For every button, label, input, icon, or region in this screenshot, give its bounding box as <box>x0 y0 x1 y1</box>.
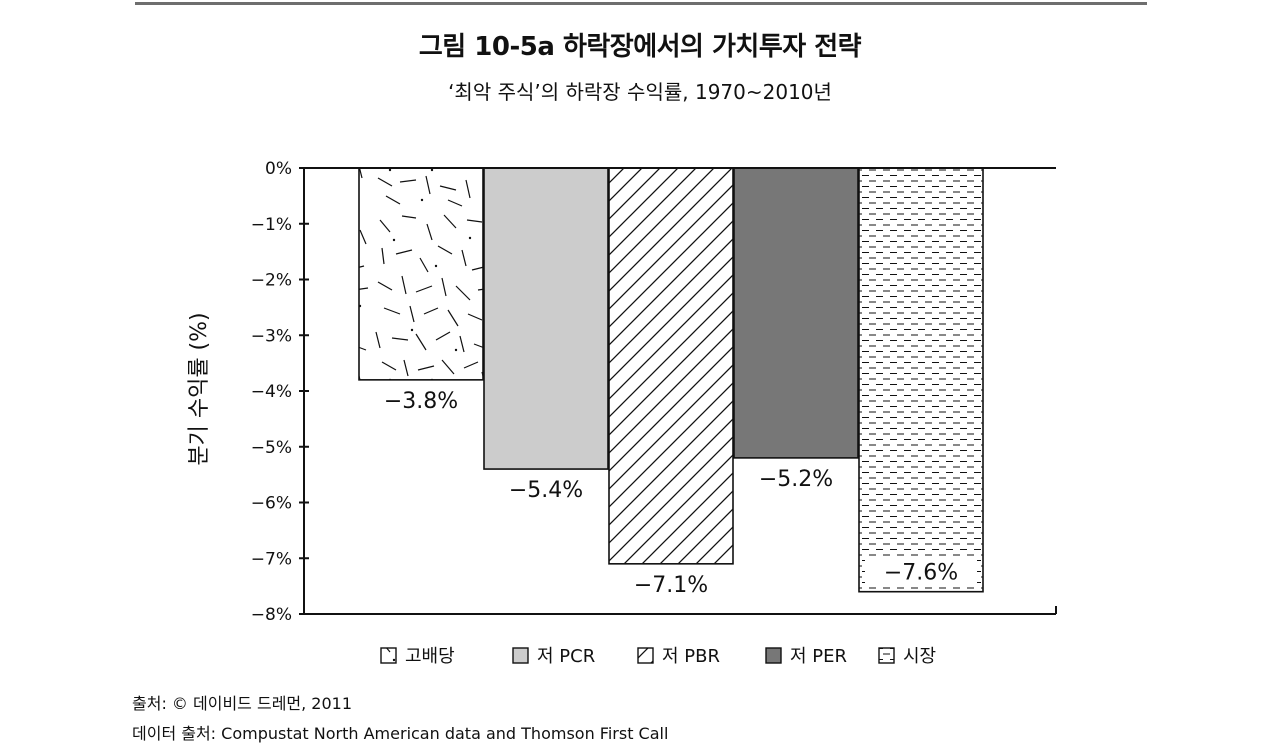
y-tick-label: −6% <box>251 494 292 514</box>
bars-group <box>358 167 984 593</box>
bar-3 <box>608 167 734 565</box>
y-tick-label: −1% <box>251 215 292 235</box>
y-tick-label: −3% <box>251 326 292 346</box>
data-label-1: −3.8% <box>384 389 458 414</box>
legend-swatch-4 <box>765 647 782 664</box>
legend-label-5: 시장 <box>903 646 936 667</box>
data-labels-group: −3.8% −5.4% −7.1% −5.2% −7.6% <box>384 389 977 598</box>
bar-5 <box>858 167 984 593</box>
y-axis-label: 분기 수익률 (%) <box>187 312 212 465</box>
y-tick-label: −4% <box>251 382 292 402</box>
source-credit: 출처: © 데이비드 드레먼, 2011 <box>132 694 353 713</box>
y-tick-label: 0% <box>265 159 292 179</box>
legend-swatch-5 <box>878 647 895 664</box>
figure-title: 그림 10-5a 하락장에서의 가치투자 전략 <box>418 32 862 62</box>
y-tick-label: −8% <box>251 605 292 625</box>
data-label-5: −7.6% <box>884 561 958 586</box>
data-label-2: −5.4% <box>509 478 583 503</box>
legend-swatch-1 <box>380 647 397 664</box>
bar-1 <box>358 167 484 381</box>
legend-label-1: 고배당 <box>405 646 455 667</box>
legend-label-2: 저 PCR <box>537 646 595 667</box>
legend-swatch-2 <box>512 647 529 664</box>
data-source-credit: 데이터 출처: Compustat North American data an… <box>132 724 669 743</box>
data-label-backdrop <box>865 557 977 586</box>
data-label-4: −5.2% <box>759 467 833 492</box>
legend-swatch-3 <box>637 647 654 664</box>
bar-4 <box>733 167 859 459</box>
data-label-3: −7.1% <box>634 573 708 598</box>
top-rule <box>135 2 1147 5</box>
y-tick-label: −5% <box>251 438 292 458</box>
y-ticks-group: 0% −1% −2% −3% −4% −5% −6% −7% −8% <box>251 159 1057 625</box>
figure-subtitle: ‘최악 주식’의 하락장 수익률, 1970~2010년 <box>448 80 832 104</box>
legend-label-4: 저 PER <box>790 646 847 667</box>
legend-label-3: 저 PBR <box>662 646 720 667</box>
y-tick-label: −2% <box>251 271 292 291</box>
legend: 고배당 저 PCR 저 PBR 저 PER 시장 <box>380 646 936 667</box>
y-tick-label: −7% <box>251 549 292 569</box>
bar-2 <box>483 167 609 470</box>
